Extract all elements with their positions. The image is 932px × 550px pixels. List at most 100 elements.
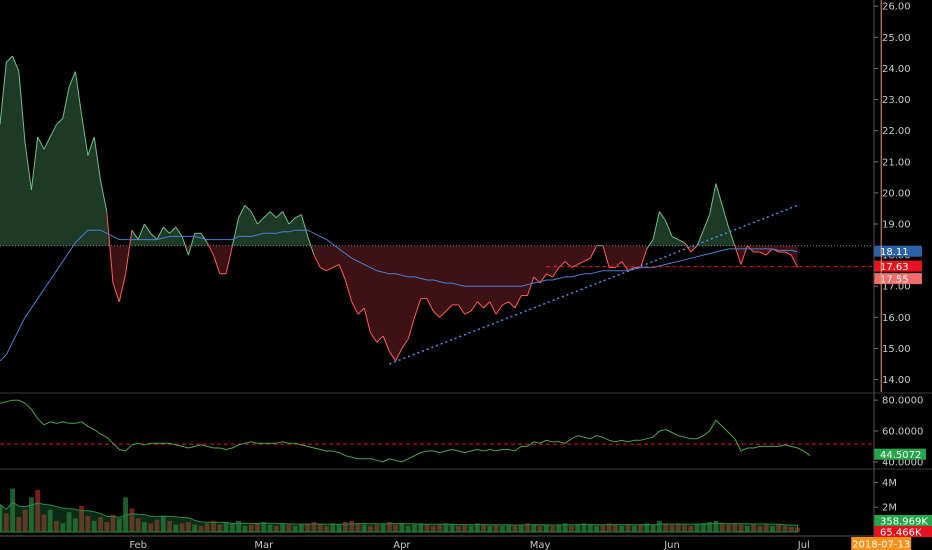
volume-bar xyxy=(594,525,599,532)
volume-bar xyxy=(3,513,9,532)
price-line-segment xyxy=(363,307,371,334)
negative-area xyxy=(602,245,649,271)
negative-area xyxy=(185,245,192,256)
price-line-segment xyxy=(320,267,327,272)
volume-bar xyxy=(600,524,606,532)
price-panel[interactable] xyxy=(0,55,873,365)
positive-area xyxy=(232,205,311,246)
volume-bar xyxy=(694,524,700,532)
volume-bar xyxy=(556,524,562,532)
volume-bar xyxy=(751,524,756,532)
volume-bar xyxy=(267,524,273,532)
volume-bar xyxy=(142,522,147,532)
volume-bar xyxy=(236,520,241,532)
oscillator-panel[interactable] xyxy=(0,392,932,463)
price-axis-tick-label: 22.00 xyxy=(882,126,911,137)
volume-bar xyxy=(154,519,160,532)
price-label-box xyxy=(874,245,922,257)
price-line-segment xyxy=(269,211,277,219)
volume-bar xyxy=(619,525,625,532)
volume-bar xyxy=(744,525,750,532)
price-label-box xyxy=(874,260,922,272)
price-line-segment xyxy=(489,301,497,315)
oscillator-value-text: 44.5072 xyxy=(880,450,921,461)
volume-bar xyxy=(242,525,248,532)
volume-bar xyxy=(179,523,185,532)
price-line-segment xyxy=(621,261,629,271)
volume-bar xyxy=(437,524,442,532)
volume-bar xyxy=(104,522,110,532)
volume-bar xyxy=(512,525,518,532)
price-line-segment xyxy=(244,204,252,212)
price-line-segment xyxy=(589,245,598,259)
volume-bar xyxy=(474,523,480,532)
volume-bar xyxy=(537,525,543,532)
price-line-segment xyxy=(558,260,566,268)
price-line-segment xyxy=(200,233,208,243)
price-line-segment xyxy=(338,264,346,281)
volume-bar xyxy=(73,518,78,532)
volume-bar xyxy=(261,522,267,532)
volume-bar xyxy=(286,524,292,532)
price-line-segment xyxy=(401,338,409,349)
time-axis-label: Apr xyxy=(393,540,411,550)
price-line-segment xyxy=(238,205,246,219)
volume-bar xyxy=(110,514,116,532)
price-line-segment xyxy=(602,245,610,268)
price-line-segment xyxy=(24,143,32,190)
positive-area xyxy=(0,56,110,246)
price-line-segment xyxy=(5,55,13,63)
price-line-segment xyxy=(790,254,799,268)
volume-bar xyxy=(160,515,166,532)
volume-bar xyxy=(669,524,675,532)
volume-bar xyxy=(148,523,154,532)
price-line-segment xyxy=(784,251,792,256)
volume-bar xyxy=(35,489,41,532)
price-axis-tick-label: 19.00 xyxy=(882,220,911,231)
price-line-segment xyxy=(351,301,359,315)
volume-bar xyxy=(29,497,34,532)
price-line-segment xyxy=(508,301,516,309)
oscillator-axis-tick-label: 40.0000 xyxy=(882,457,923,468)
volume-bar xyxy=(719,523,725,532)
price-line-segment xyxy=(577,260,585,265)
volume-bar xyxy=(688,525,694,532)
price-line-segment xyxy=(307,236,315,256)
price-line-segment xyxy=(677,239,685,244)
price-axis-tick-label: 24.00 xyxy=(882,64,911,75)
volume-bar xyxy=(380,523,386,532)
volume-panel[interactable] xyxy=(0,468,932,533)
volume-average-area xyxy=(0,501,799,533)
price-line-segment xyxy=(407,317,415,340)
volume-bar xyxy=(349,520,355,532)
volume-bar xyxy=(456,525,461,532)
price-line-segment xyxy=(370,332,378,343)
volume-bar xyxy=(657,520,662,532)
price-label-text: 18.11 xyxy=(880,247,909,258)
volume-bar xyxy=(211,520,216,532)
volume-bar xyxy=(663,523,669,532)
volume-bar xyxy=(631,525,637,532)
price-line-segment xyxy=(156,226,164,240)
volume-bar xyxy=(430,525,436,532)
oscillator-axis-tick-label: 80.0000 xyxy=(882,396,923,407)
price-line-segment xyxy=(646,239,654,250)
price-line-segment xyxy=(527,276,535,296)
volume-bar xyxy=(644,523,650,532)
price-line-segment xyxy=(294,214,302,219)
price-axis-tick-label: 15.00 xyxy=(882,344,911,355)
positive-area xyxy=(697,183,735,246)
volume-bar xyxy=(468,525,474,532)
volume-bar xyxy=(544,524,549,532)
negative-area xyxy=(734,245,748,265)
volume-bar xyxy=(230,523,235,532)
volume-bar xyxy=(336,524,342,532)
volume-bar xyxy=(343,522,348,532)
price-line-segment xyxy=(414,298,422,318)
price-line-segment xyxy=(0,62,7,125)
volume-bar xyxy=(487,525,493,532)
volume-bar xyxy=(60,523,66,532)
volume-bar xyxy=(98,517,103,532)
price-line-segment xyxy=(231,217,240,246)
